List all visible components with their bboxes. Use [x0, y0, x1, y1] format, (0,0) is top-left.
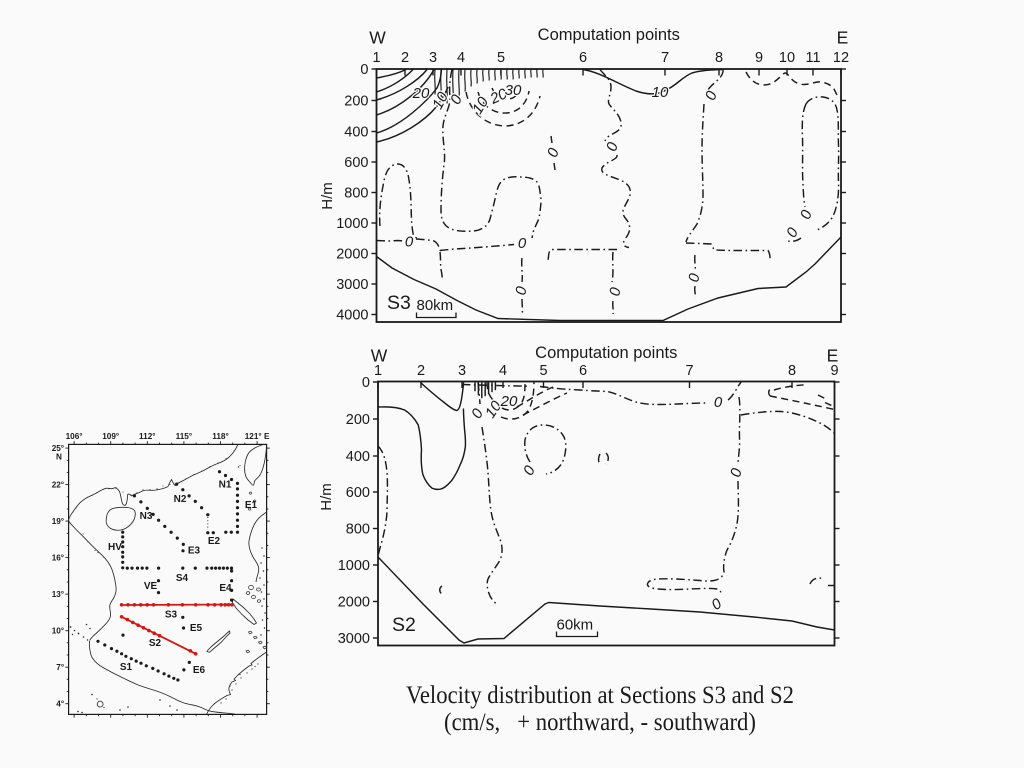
svg-text:3000: 3000 [338, 631, 370, 647]
svg-text:9: 9 [755, 50, 763, 66]
svg-text:600: 600 [344, 155, 368, 171]
svg-text:(cm/s, + northward, - southw: (cm/s, + northward, - southward) [444, 707, 756, 736]
svg-text:W: W [369, 28, 386, 48]
svg-text:10°: 10° [52, 627, 64, 636]
svg-text:3: 3 [458, 363, 466, 379]
svg-text:E: E [827, 346, 839, 366]
svg-text:S3: S3 [387, 292, 411, 314]
svg-text:8: 8 [788, 363, 796, 379]
svg-text:N: N [56, 453, 62, 462]
svg-text:S2: S2 [149, 638, 162, 649]
svg-text:E4: E4 [219, 583, 232, 594]
svg-text:5: 5 [497, 50, 505, 66]
svg-text:20: 20 [500, 393, 518, 410]
svg-text:2000: 2000 [336, 247, 368, 263]
svg-text:10: 10 [779, 50, 795, 66]
svg-text:115°: 115° [176, 432, 192, 441]
svg-text:200: 200 [344, 94, 368, 110]
svg-text:E: E [837, 28, 849, 48]
svg-text:2000: 2000 [338, 595, 370, 611]
svg-text:2: 2 [417, 363, 425, 379]
svg-text:5: 5 [539, 363, 547, 379]
svg-text:S1: S1 [120, 662, 133, 673]
svg-text:400: 400 [346, 449, 370, 465]
svg-text:4°: 4° [56, 700, 64, 709]
svg-text:8: 8 [715, 50, 723, 66]
svg-text:0: 0 [360, 62, 368, 78]
svg-text:0: 0 [405, 233, 414, 250]
svg-text:S2: S2 [392, 614, 416, 636]
svg-text:0: 0 [362, 375, 370, 391]
svg-text:1000: 1000 [336, 216, 368, 232]
svg-text:10: 10 [652, 84, 669, 101]
svg-text:12: 12 [833, 50, 849, 66]
svg-text:VE: VE [144, 581, 158, 592]
svg-text:3000: 3000 [336, 277, 368, 293]
svg-text:60km: 60km [557, 617, 594, 634]
svg-text:600: 600 [346, 485, 370, 501]
svg-text:106°: 106° [66, 432, 83, 441]
svg-text:13°: 13° [52, 590, 64, 599]
svg-text:9: 9 [830, 363, 838, 379]
svg-text:E3: E3 [188, 546, 201, 557]
svg-text:Computation points: Computation points [535, 344, 677, 362]
svg-text:109°: 109° [102, 432, 119, 441]
svg-text:800: 800 [346, 522, 370, 538]
svg-text:4000: 4000 [336, 308, 368, 324]
svg-text:30: 30 [505, 82, 522, 99]
svg-text:E1: E1 [245, 500, 258, 511]
svg-text:2: 2 [401, 50, 409, 66]
svg-text:W: W [371, 346, 388, 366]
svg-text:22°: 22° [52, 480, 64, 489]
svg-text:25°: 25° [52, 444, 64, 453]
svg-text:20: 20 [412, 85, 430, 102]
svg-text:1: 1 [374, 363, 382, 379]
svg-text:S3: S3 [165, 610, 178, 621]
svg-text:7: 7 [685, 363, 693, 379]
svg-text:Velocity distribution at Secti: Velocity distribution at Sections S3 and… [406, 680, 794, 709]
svg-text:800: 800 [344, 186, 368, 202]
svg-text:N3: N3 [140, 511, 153, 522]
svg-text:6: 6 [579, 50, 587, 66]
svg-text:N2: N2 [174, 494, 187, 505]
svg-text:19°: 19° [52, 517, 64, 526]
svg-text:E6: E6 [193, 665, 206, 676]
svg-text:112°: 112° [139, 432, 155, 441]
svg-text:16°: 16° [52, 553, 64, 562]
svg-text:E2: E2 [208, 536, 221, 547]
svg-text:11: 11 [805, 50, 820, 66]
svg-text:HV: HV [108, 542, 122, 553]
svg-text:6: 6 [579, 363, 587, 379]
svg-text:7°: 7° [56, 663, 64, 672]
svg-text:4: 4 [457, 50, 465, 66]
svg-text:N1: N1 [219, 480, 232, 491]
svg-text:H/m: H/m [318, 483, 335, 511]
svg-text:80km: 80km [417, 297, 454, 314]
svg-text:0: 0 [714, 394, 723, 411]
svg-text:H/m: H/m [319, 182, 336, 210]
svg-text:200: 200 [346, 412, 370, 428]
svg-text:1000: 1000 [338, 558, 370, 574]
svg-text:3: 3 [429, 50, 437, 66]
svg-text:1: 1 [372, 50, 380, 66]
svg-text:S4: S4 [176, 573, 189, 584]
svg-text:121° E: 121° E [245, 432, 270, 441]
svg-text:Computation points: Computation points [538, 26, 680, 44]
svg-text:118°: 118° [212, 432, 228, 441]
svg-text:4: 4 [499, 363, 507, 379]
svg-text:E5: E5 [190, 623, 203, 634]
svg-text:0: 0 [518, 235, 527, 252]
svg-text:400: 400 [344, 125, 368, 141]
svg-text:7: 7 [661, 50, 669, 66]
